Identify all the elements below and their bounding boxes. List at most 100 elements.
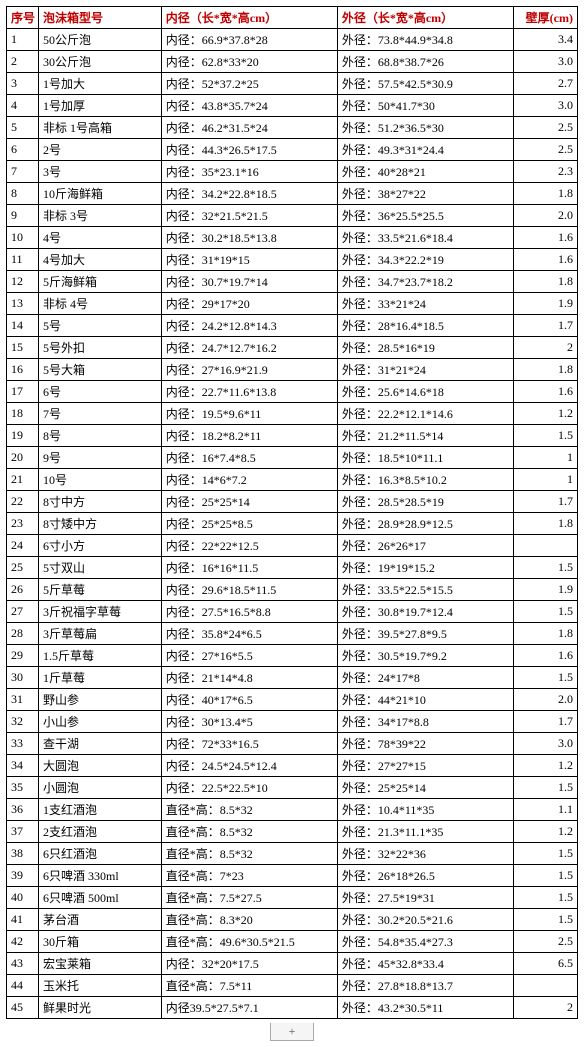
cell-model: 鲜果时光 [39, 997, 162, 1019]
cell-outer: 外径：24*17*8 [337, 667, 513, 689]
cell-outer: 外径：27.5*19*31 [337, 887, 513, 909]
cell-seq: 26 [7, 579, 39, 601]
cell-seq: 23 [7, 513, 39, 535]
cell-seq: 15 [7, 337, 39, 359]
cell-outer: 外径：40*28*21 [337, 161, 513, 183]
cell-inner: 内径：29*17*20 [161, 293, 337, 315]
cell-seq: 16 [7, 359, 39, 381]
cell-inner: 内径：30.2*18.5*13.8 [161, 227, 337, 249]
cell-inner: 内径：44.3*26.5*17.5 [161, 139, 337, 161]
table-row: 34大圆泡内径：24.5*24.5*12.4外径：27*27*151.2 [7, 755, 578, 777]
cell-thick: 1.2 [513, 755, 577, 777]
cell-seq: 10 [7, 227, 39, 249]
cell-thick: 1 [513, 447, 577, 469]
cell-seq: 20 [7, 447, 39, 469]
cell-thick: 1.7 [513, 711, 577, 733]
cell-inner: 内径：43.8*35.7*24 [161, 95, 337, 117]
cell-inner: 内径：32*21.5*21.5 [161, 205, 337, 227]
cell-thick: 3.0 [513, 95, 577, 117]
cell-inner: 内径：72*33*16.5 [161, 733, 337, 755]
table-row: 238寸矮中方内径：25*25*8.5外径：28.9*28.9*12.51.8 [7, 513, 578, 535]
cell-outer: 外径：57.5*42.5*30.9 [337, 73, 513, 95]
cell-thick: 3.0 [513, 733, 577, 755]
table-row: 5非标 1号高箱内径：46.2*31.5*24外径：51.2*36.5*302.… [7, 117, 578, 139]
cell-seq: 1 [7, 29, 39, 51]
table-row: 361支红酒泡直径*高：8.5*32外径：10.4*11*351.1 [7, 799, 578, 821]
cell-inner: 直径*高：7.5*27.5 [161, 887, 337, 909]
cell-outer: 外径：28*16.4*18.5 [337, 315, 513, 337]
cell-model: 8寸中方 [39, 491, 162, 513]
cell-outer: 外径：10.4*11*35 [337, 799, 513, 821]
cell-outer: 外径：33.5*21.6*18.4 [337, 227, 513, 249]
cell-thick: 2 [513, 997, 577, 1019]
cell-seq: 6 [7, 139, 39, 161]
cell-inner: 内径：52*37.2*25 [161, 73, 337, 95]
cell-inner: 直径*高：8.3*20 [161, 909, 337, 931]
header-outer: 外径（长*宽*高cm） [337, 7, 513, 29]
cell-inner: 内径：24.7*12.7*16.2 [161, 337, 337, 359]
cell-model: 8寸矮中方 [39, 513, 162, 535]
cell-model: 小山参 [39, 711, 162, 733]
cell-model: 10号 [39, 469, 162, 491]
table-row: 155号外扣内径：24.7*12.7*16.2外径：28.5*16*192 [7, 337, 578, 359]
cell-outer: 外径：39.5*27.8*9.5 [337, 623, 513, 645]
cell-inner: 内径：16*7.4*8.5 [161, 447, 337, 469]
table-row: 209号内径：16*7.4*8.5外径：18.5*10*11.11 [7, 447, 578, 469]
header-row: 序号 泡沫箱型号 内径（长*宽*高cm） 外径（长*宽*高cm） 壁厚(cm) [7, 7, 578, 29]
cell-model: 50公斤泡 [39, 29, 162, 51]
cell-inner: 内径：27*16*5.5 [161, 645, 337, 667]
cell-outer: 外径：28.5*28.5*19 [337, 491, 513, 513]
cell-inner: 直径*高：8.5*32 [161, 843, 337, 865]
cell-model: 30斤箱 [39, 931, 162, 953]
table-row: 9非标 3号内径：32*21.5*21.5外径：36*25.5*25.52.0 [7, 205, 578, 227]
cell-outer: 外径：16.3*8.5*10.2 [337, 469, 513, 491]
cell-inner: 内径：19.5*9.6*11 [161, 403, 337, 425]
table-row: 104号内径：30.2*18.5*13.8外径：33.5*21.6*18.41.… [7, 227, 578, 249]
cell-inner: 内径：30*13.4*5 [161, 711, 337, 733]
cell-seq: 21 [7, 469, 39, 491]
cell-inner: 内径：40*17*6.5 [161, 689, 337, 711]
cell-seq: 37 [7, 821, 39, 843]
table-row: 45鲜果时光内径39.5*27.5*7.1外径：43.2*30.5*112 [7, 997, 578, 1019]
cell-seq: 5 [7, 117, 39, 139]
table-row: 265斤草莓内径：29.6*18.5*11.5外径：33.5*22.5*15.5… [7, 579, 578, 601]
cell-inner: 内径：66.9*37.8*28 [161, 29, 337, 51]
cell-seq: 14 [7, 315, 39, 337]
cell-inner: 内径：31*19*15 [161, 249, 337, 271]
cell-inner: 内径：35.8*24*6.5 [161, 623, 337, 645]
add-sheet-tab[interactable]: + [270, 1023, 315, 1041]
cell-inner: 直径*高：49.6*30.5*21.5 [161, 931, 337, 953]
cell-model: 1支红酒泡 [39, 799, 162, 821]
cell-thick: 2 [513, 337, 577, 359]
cell-seq: 28 [7, 623, 39, 645]
table-body: 150公斤泡内径：66.9*37.8*28外径：73.8*44.9*34.83.… [7, 29, 578, 1019]
table-row: 386只红酒泡直径*高：8.5*32外径：32*22*361.5 [7, 843, 578, 865]
cell-inner: 内径：35*23.1*16 [161, 161, 337, 183]
cell-seq: 19 [7, 425, 39, 447]
cell-seq: 22 [7, 491, 39, 513]
sheet-tab-bar: + [6, 1023, 578, 1041]
cell-thick: 1 [513, 469, 577, 491]
cell-seq: 40 [7, 887, 39, 909]
cell-model: 4号加大 [39, 249, 162, 271]
cell-inner: 内径：24.5*24.5*12.4 [161, 755, 337, 777]
cell-outer: 外径：31*21*24 [337, 359, 513, 381]
cell-model: 野山参 [39, 689, 162, 711]
cell-seq: 39 [7, 865, 39, 887]
cell-model: 非标 1号高箱 [39, 117, 162, 139]
cell-seq: 33 [7, 733, 39, 755]
cell-seq: 38 [7, 843, 39, 865]
table-row: 31号加大内径：52*37.2*25外径：57.5*42.5*30.92.7 [7, 73, 578, 95]
table-row: 35小圆泡内径：22.5*22.5*10外径：25*25*141.5 [7, 777, 578, 799]
table-row: 283斤草莓扁内径：35.8*24*6.5外径：39.5*27.8*9.51.8 [7, 623, 578, 645]
cell-model: 5斤海鲜箱 [39, 271, 162, 293]
cell-model: 5号外扣 [39, 337, 162, 359]
cell-inner: 内径：25*25*14 [161, 491, 337, 513]
cell-inner: 内径：34.2*22.8*18.5 [161, 183, 337, 205]
cell-outer: 外径：28.5*16*19 [337, 337, 513, 359]
cell-model: 6只啤酒 500ml [39, 887, 162, 909]
cell-outer: 外径：28.9*28.9*12.5 [337, 513, 513, 535]
table-row: 396只啤酒 330ml直径*高：7*23外径：26*18*26.51.5 [7, 865, 578, 887]
cell-inner: 内径：22.5*22.5*10 [161, 777, 337, 799]
table-row: 41号加厚内径：43.8*35.7*24外径：50*41.7*303.0 [7, 95, 578, 117]
